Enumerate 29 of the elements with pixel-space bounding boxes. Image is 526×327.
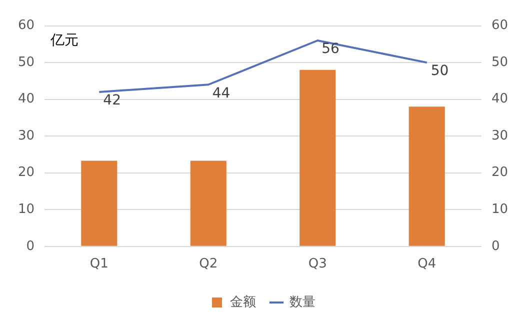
y-tick-label: 20 (18, 165, 35, 180)
y-axis-title: 亿元 (50, 32, 79, 48)
x-tick-label: Q2 (199, 256, 218, 272)
y2-tick-label: 30 (491, 128, 508, 144)
data-label: 42 (103, 92, 121, 109)
x-tick-label: Q4 (418, 256, 436, 272)
legend-label: 数量 (290, 294, 316, 310)
y-tick-label: 60 (18, 18, 35, 34)
data-label: 50 (430, 63, 449, 80)
y2-tick-label: 0 (491, 238, 500, 254)
bar (190, 160, 226, 246)
x-tick-label: Q3 (308, 256, 327, 272)
x-tick-label: Q1 (90, 256, 108, 272)
y2-tick-label: 40 (491, 92, 508, 107)
legend-label: 金额 (230, 294, 256, 310)
data-label: 56 (322, 41, 340, 58)
y-tick-label: 0 (26, 238, 35, 254)
y-tick-label: 50 (18, 54, 35, 70)
y2-tick-label: 10 (491, 202, 508, 218)
bar (81, 160, 118, 246)
bar (408, 106, 445, 246)
y2-tick-label: 50 (491, 54, 508, 70)
y2-tick-label: 20 (491, 165, 508, 180)
bar (300, 70, 336, 246)
y-tick-label: 10 (18, 202, 35, 218)
y-tick-label: 30 (18, 128, 35, 144)
y2-tick-label: 60 (491, 18, 508, 34)
data-label: 44 (212, 85, 230, 102)
y-tick-label: 40 (18, 92, 35, 107)
